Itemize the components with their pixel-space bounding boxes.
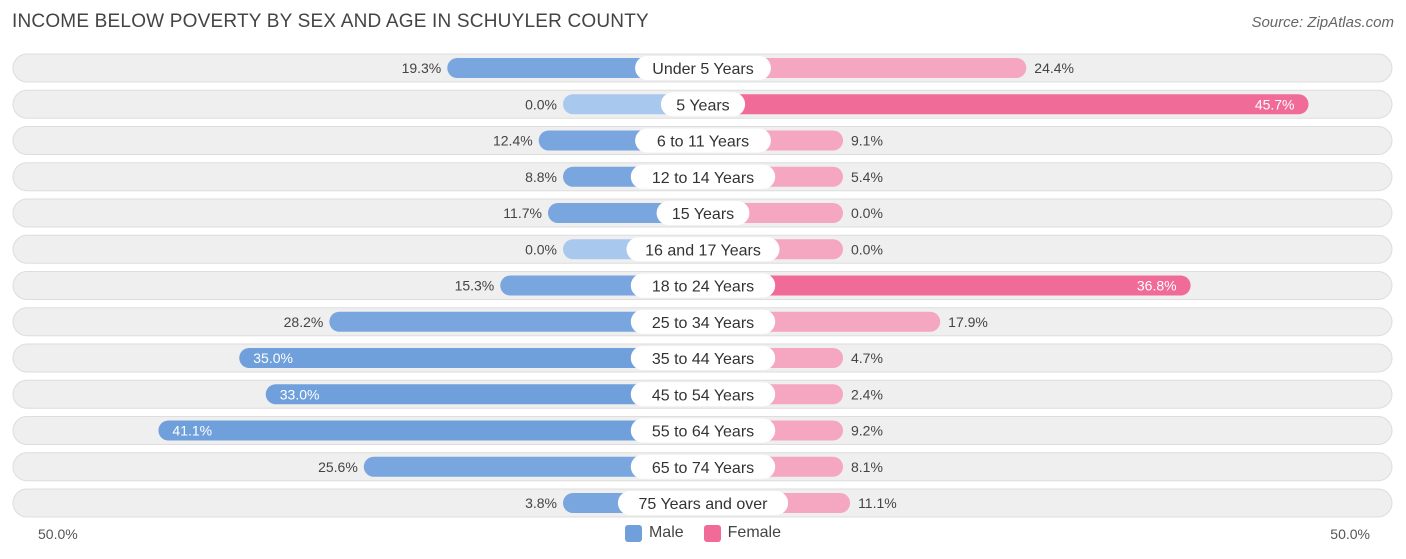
female-value-label: 8.1%	[851, 459, 883, 475]
legend-item-female: Female	[703, 524, 782, 542]
male-value-label: 41.1%	[172, 423, 212, 439]
female-value-label: 11.1%	[858, 495, 897, 511]
female-bar	[703, 275, 1191, 296]
category-label: 65 to 74 Years	[652, 460, 754, 477]
axis-right-label: 50.0%	[1330, 526, 1370, 542]
category-label-pill	[660, 92, 746, 117]
male-value-label: 11.7%	[503, 205, 542, 221]
male-value-label: 8.8%	[525, 169, 557, 185]
category-label-pill	[635, 128, 771, 153]
category-label-pill	[630, 309, 776, 334]
legend-label-female: Female	[727, 524, 782, 541]
male-value-label: 35.0%	[253, 350, 293, 366]
category-label: 25 to 34 Years	[652, 315, 754, 332]
male-value-label: 19.3%	[402, 60, 442, 76]
female-value-label: 0.0%	[851, 205, 883, 221]
source-label: Source: ZipAtlas.com	[1251, 14, 1394, 31]
category-label: 18 to 24 Years	[652, 279, 754, 296]
male-bar	[329, 311, 703, 332]
female-bar	[703, 58, 1027, 78]
category-label: 35 to 44 Years	[652, 351, 754, 368]
legend-swatch-male	[624, 524, 642, 542]
legend-item-male: Male	[624, 524, 684, 542]
category-label-pill	[630, 346, 776, 370]
female-value-label: 5.4%	[851, 169, 883, 185]
female-value-label: 17.9%	[948, 314, 988, 330]
female-value-label: 4.7%	[851, 350, 883, 366]
category-label: 16 and 17 Years	[645, 242, 761, 259]
category-label-pill	[656, 201, 750, 225]
category-label: 45 to 54 Years	[652, 387, 754, 404]
category-label: Under 5 Years	[652, 61, 753, 78]
female-value-label: 24.4%	[1034, 60, 1074, 76]
male-value-label: 0.0%	[525, 96, 557, 112]
male-value-label: 33.0%	[280, 386, 320, 402]
legend: Male Female	[0, 524, 1406, 542]
female-value-label: 9.2%	[851, 423, 883, 439]
male-value-label: 0.0%	[525, 241, 557, 257]
female-value-label: 45.7%	[1255, 96, 1295, 112]
axis-left-label: 50.0%	[38, 526, 78, 542]
male-value-label: 12.4%	[493, 133, 533, 149]
female-value-label: 9.1%	[851, 133, 883, 149]
category-label: 12 to 14 Years	[652, 170, 754, 187]
female-bar	[703, 94, 1309, 115]
female-value-label: 2.4%	[851, 386, 883, 402]
category-label: 6 to 11 Years	[657, 134, 749, 151]
female-value-label: 36.8%	[1137, 278, 1177, 294]
legend-label-male: Male	[648, 524, 684, 541]
category-label: 55 to 64 Years	[652, 424, 754, 441]
category-label-pill	[630, 273, 776, 298]
male-bar	[239, 348, 703, 368]
category-label-pill	[617, 491, 789, 515]
male-value-label: 25.6%	[318, 459, 358, 475]
category-label: 15 Years	[672, 206, 734, 223]
category-label-pill	[630, 164, 776, 189]
male-value-label: 15.3%	[455, 278, 495, 294]
female-value-label: 0.0%	[851, 241, 883, 257]
male-value-label: 3.8%	[525, 495, 557, 511]
male-bar	[363, 456, 703, 477]
male-bar	[265, 384, 703, 405]
category-label-pill	[630, 382, 776, 407]
chart-title: INCOME BELOW POVERTY BY SEX AND AGE IN S…	[12, 11, 649, 32]
category-label-pill	[635, 56, 771, 80]
category-label-pill	[630, 418, 776, 443]
category-label: 75 Years and over	[639, 496, 769, 513]
category-label: 5 Years	[676, 97, 729, 114]
category-label-pill	[626, 237, 780, 262]
male-value-label: 28.2%	[284, 314, 324, 330]
legend-swatch-female	[703, 524, 721, 542]
male-bar	[158, 420, 704, 441]
category-label-pill	[630, 454, 776, 479]
